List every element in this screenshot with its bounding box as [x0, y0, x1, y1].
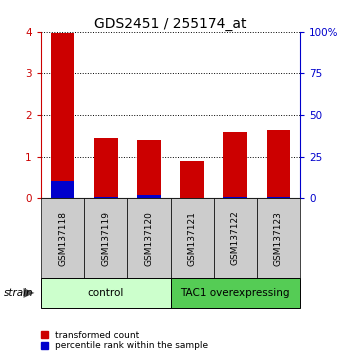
Bar — [267, 130, 290, 198]
Text: GSM137118: GSM137118 — [58, 211, 67, 266]
Text: GSM137123: GSM137123 — [274, 211, 283, 266]
Bar — [267, 196, 290, 198]
Legend: transformed count, percentile rank within the sample: transformed count, percentile rank withi… — [41, 331, 208, 350]
Bar — [223, 196, 247, 198]
Bar — [50, 181, 74, 198]
Bar — [94, 138, 118, 198]
Title: GDS2451 / 255174_at: GDS2451 / 255174_at — [94, 17, 247, 31]
Bar — [180, 161, 204, 198]
Bar — [137, 195, 161, 198]
Bar — [137, 140, 161, 198]
Text: GSM137120: GSM137120 — [144, 211, 153, 266]
Text: GSM137121: GSM137121 — [188, 211, 197, 266]
Text: GSM137119: GSM137119 — [101, 211, 110, 266]
Bar — [50, 33, 74, 198]
Text: control: control — [88, 288, 124, 298]
Text: strain: strain — [3, 288, 33, 298]
Text: TAC1 overexpressing: TAC1 overexpressing — [180, 288, 290, 298]
Bar — [223, 132, 247, 198]
Text: GSM137122: GSM137122 — [231, 211, 240, 266]
Bar — [94, 196, 118, 198]
